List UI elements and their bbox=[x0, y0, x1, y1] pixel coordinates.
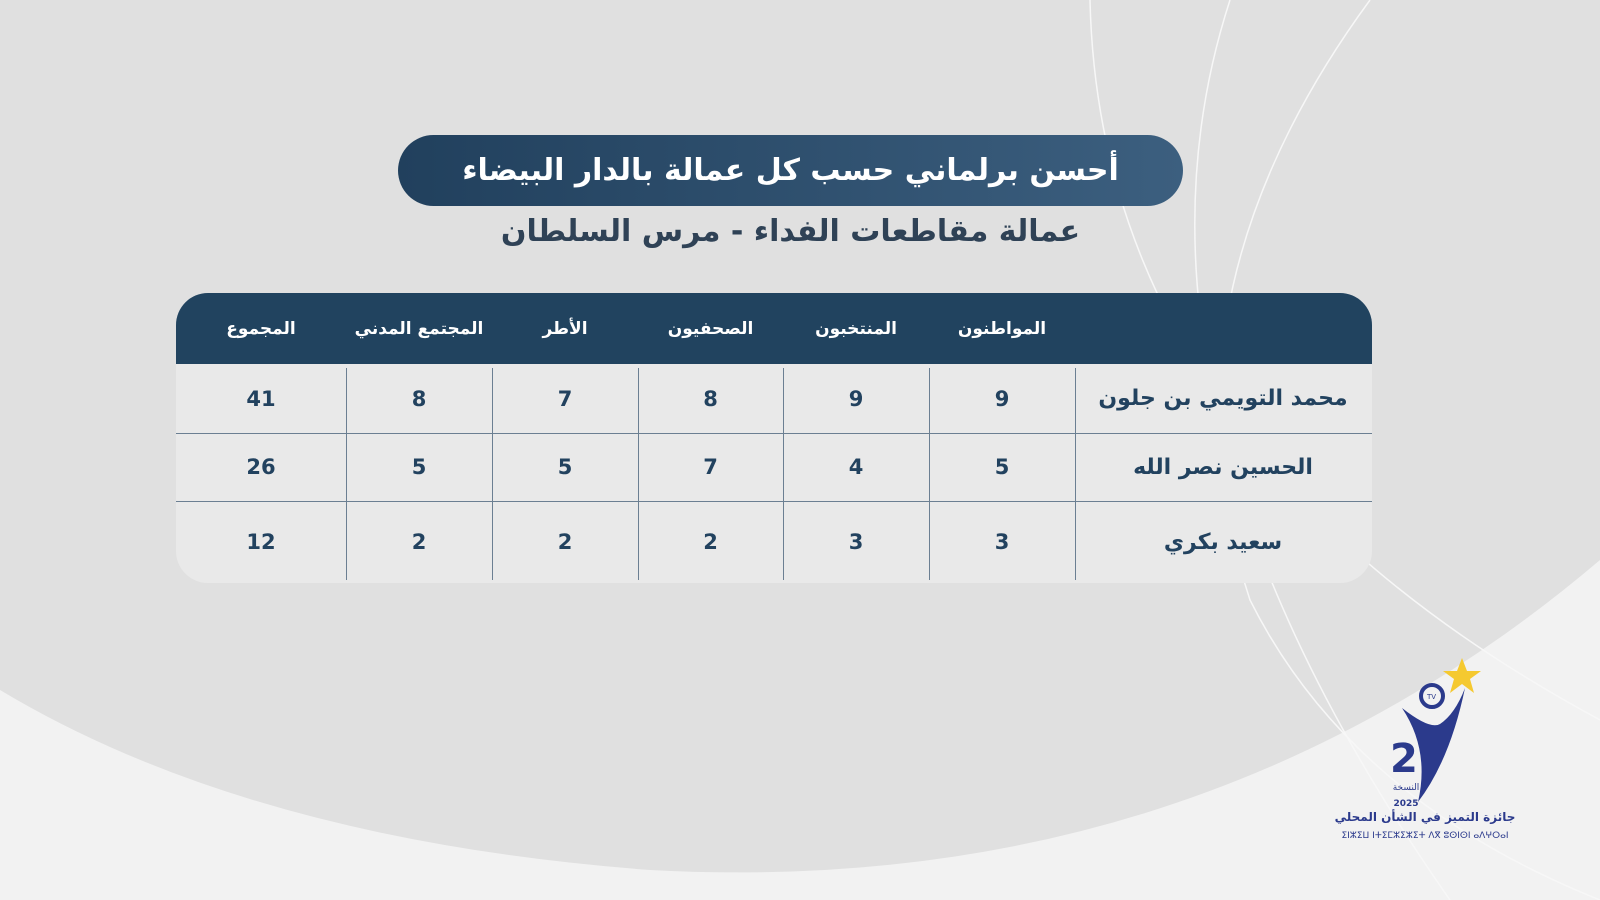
column-header-elected: المنتخبون bbox=[815, 318, 897, 339]
table-cell-name: الحسين نصر الله bbox=[1133, 454, 1313, 480]
row-divider bbox=[176, 501, 1372, 502]
edition-number: 2 bbox=[1390, 736, 1418, 782]
table-cell-citizens: 5 bbox=[994, 455, 1010, 479]
edition-year: 2025 bbox=[1393, 799, 1418, 809]
column-header-name bbox=[1075, 293, 1371, 364]
table-cell-civil-society: 5 bbox=[411, 455, 427, 479]
column-divider bbox=[929, 368, 930, 580]
award-name-tifinagh: ⵉⵏⵣⵉⵡ ⵏⵜⵉⵎⵣⵉⵣⵉⵜ ⴷⴳ ⵓⵙⵏⵙⵏ ⴰⴷⵖⵔⴰⵏ bbox=[1341, 831, 1509, 841]
award-name: جائزة التميز في الشأن المحلي bbox=[1334, 810, 1516, 824]
table-cell-cadres: 7 bbox=[557, 386, 573, 411]
table-cell-elected: 9 bbox=[848, 386, 864, 411]
row-divider bbox=[176, 433, 1372, 434]
table-cell-cadres: 5 bbox=[557, 455, 573, 479]
column-divider bbox=[638, 368, 639, 580]
page-subtitle: عمالة مقاطعات الفداء - مرس السلطان bbox=[500, 214, 1081, 249]
page-title: أحسن برلماني حسب كل عمالة بالدار البيضاء bbox=[398, 135, 1183, 206]
table-cell-name: سعيد بكري bbox=[1163, 529, 1283, 555]
results-table: المواطنون المنتخبون الصحفيون الأطر المجتمع ا… bbox=[176, 293, 1372, 583]
column-header-cadres: الأطر bbox=[542, 318, 588, 339]
table-cell-journalists: 7 bbox=[703, 455, 718, 479]
column-divider bbox=[783, 368, 784, 580]
table-cell-name: محمد التويمي بن جلون bbox=[1098, 386, 1348, 411]
star-icon bbox=[1443, 658, 1481, 693]
table-cell-civil-society: 2 bbox=[411, 530, 427, 554]
table-cell-journalists: 2 bbox=[703, 530, 718, 554]
edition-label: النسخة bbox=[1393, 783, 1420, 793]
table-cell-civil-society: 8 bbox=[411, 386, 427, 411]
table-cell-total: 41 bbox=[246, 386, 276, 411]
table-cell-journalists: 8 bbox=[703, 386, 718, 411]
table-cell-total: 26 bbox=[246, 455, 276, 479]
table-cell-elected: 4 bbox=[848, 455, 864, 479]
column-header-journalists: الصحفيون bbox=[667, 318, 754, 339]
column-divider bbox=[492, 368, 493, 580]
table-cell-total: 12 bbox=[246, 530, 276, 554]
column-header-total: المجموع bbox=[226, 318, 296, 339]
column-header-civil-society: المجتمع المدني bbox=[354, 318, 484, 339]
table-header bbox=[176, 293, 1372, 364]
table-cell-elected: 3 bbox=[848, 530, 864, 554]
table-cell-citizens: 9 bbox=[994, 386, 1010, 411]
table-cell-citizens: 3 bbox=[994, 530, 1010, 554]
award-logo: TV 2 النسخة 2025 bbox=[1390, 658, 1481, 809]
column-divider bbox=[346, 368, 347, 580]
column-header-citizens: المواطنون bbox=[957, 318, 1047, 339]
column-divider bbox=[1075, 368, 1076, 580]
table-cell-cadres: 2 bbox=[557, 530, 573, 554]
tv-label: TV bbox=[1426, 693, 1436, 701]
